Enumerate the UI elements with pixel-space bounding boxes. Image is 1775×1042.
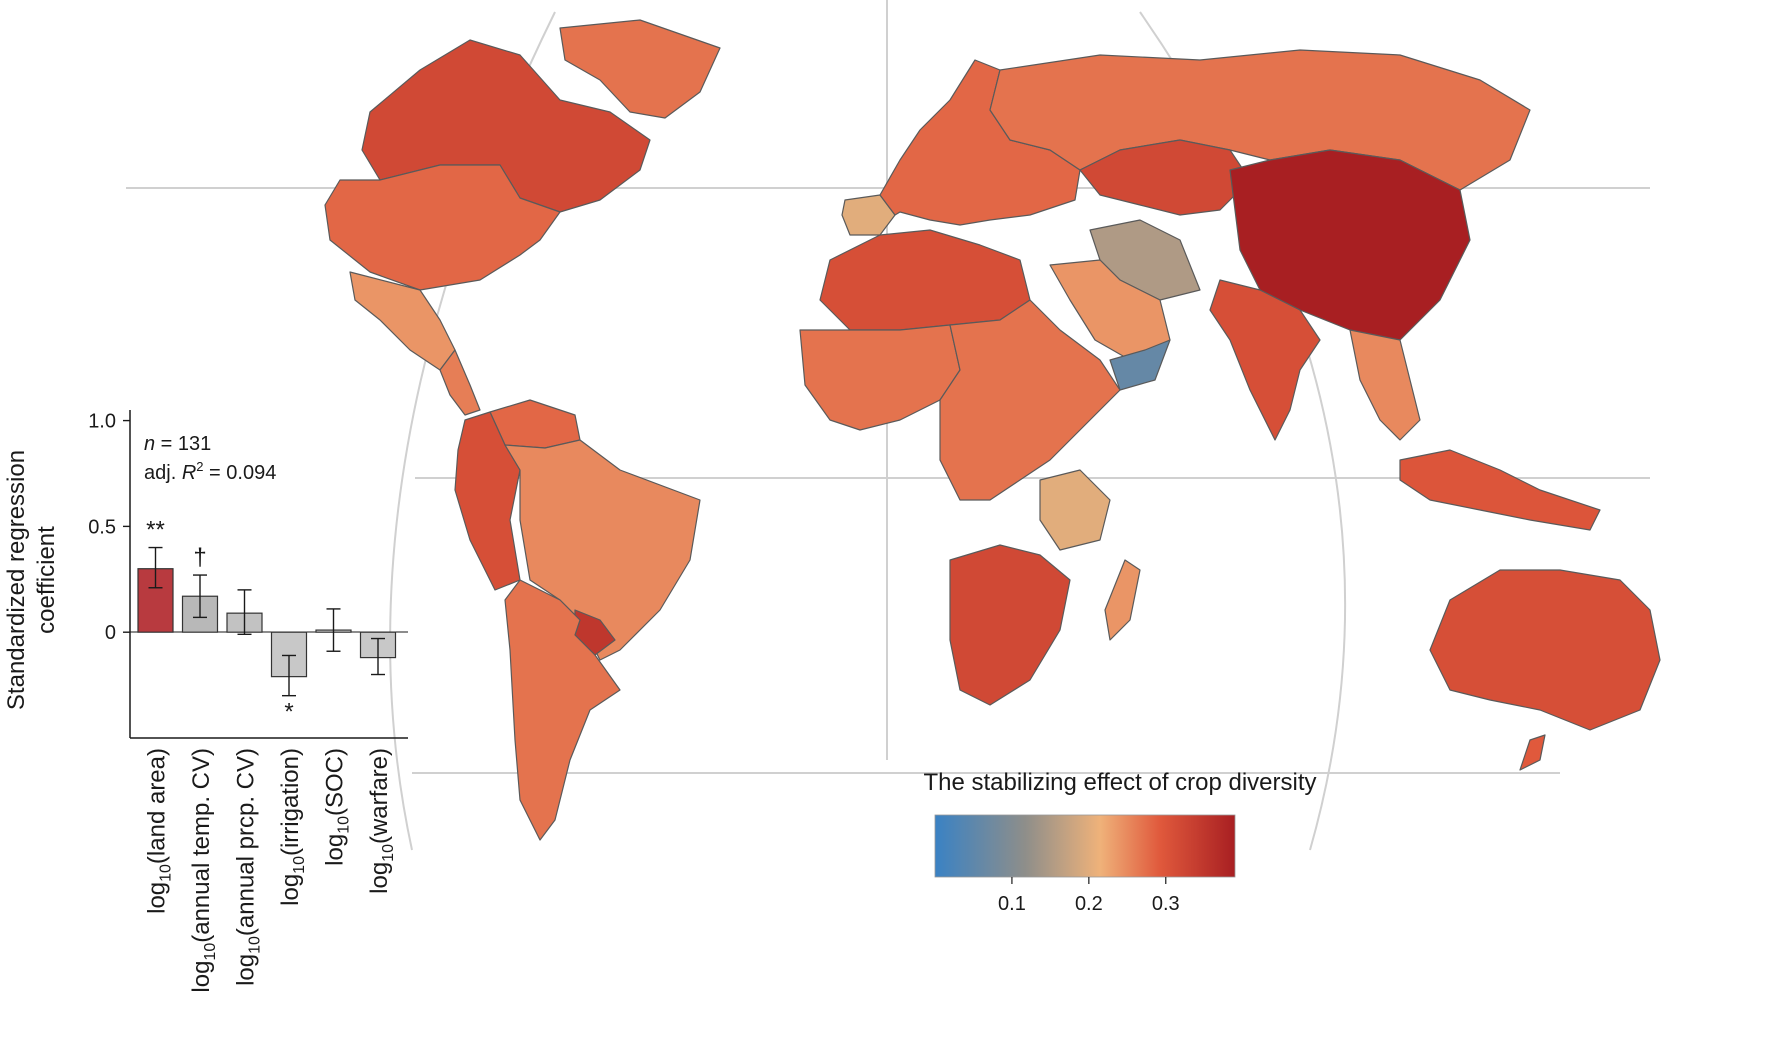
x-tick-label: log10(land area) — [144, 748, 175, 914]
colorbar-tick-label: 0.2 — [1075, 893, 1103, 915]
stats-r2: adj. R2 = 0.094 — [144, 459, 276, 484]
region-southern-africa — [949, 544, 1071, 706]
region-madagascar — [1104, 559, 1141, 641]
significance-marker: ** — [146, 517, 165, 544]
region-new-zealand — [1519, 734, 1546, 771]
x-tick-label: log10(irrigation) — [277, 748, 308, 906]
significance-marker: * — [284, 699, 293, 726]
region-north-africa — [819, 229, 1031, 331]
y-axis-label-line2: coefficient — [33, 526, 60, 634]
region-brazil — [504, 439, 701, 661]
x-tick-labels: log10(land area) log10(annual temp. CV) lo… — [144, 748, 398, 993]
region-argentina-chile — [504, 579, 621, 841]
region-china — [1229, 149, 1471, 341]
region-tanzania — [1039, 469, 1111, 551]
y-ticks: 1.0 0.5 0 — [88, 411, 130, 644]
colorbar: The stabilizing effect of crop diversity… — [923, 769, 1316, 915]
regression-bar-chart: Standardized regression coefficient 1.0 0… — [3, 410, 408, 993]
stats-n: n = 131 — [144, 433, 211, 455]
x-tick-label: log10(SOC) — [322, 748, 353, 866]
region-indonesia — [1399, 449, 1601, 531]
region-usa — [324, 164, 561, 291]
y-axis-label-line1: Standardized regression — [3, 450, 30, 710]
region-southeast-asia — [1349, 329, 1421, 441]
y-tick-label: 1.0 — [88, 411, 116, 433]
colorbar-ticks: 0.1 0.2 0.3 — [998, 877, 1180, 915]
bars: ** † * — [137, 517, 397, 726]
region-west-africa — [799, 324, 961, 431]
x-tick-label: log10(annual prcp. CV) — [233, 748, 264, 986]
region-australia — [1429, 569, 1661, 731]
region-yemen — [1109, 339, 1171, 391]
y-tick-label: 0.5 — [88, 516, 116, 538]
world-map — [126, 0, 1661, 851]
region-central-america — [439, 349, 481, 416]
colorbar-title: The stabilizing effect of crop diversity — [923, 769, 1316, 796]
significance-marker: † — [193, 544, 206, 571]
region-greenland — [559, 19, 721, 119]
y-tick-label: 0 — [105, 622, 116, 644]
colorbar-gradient — [934, 814, 1236, 878]
colorbar-tick-label: 0.3 — [1152, 893, 1180, 915]
region-central-africa — [939, 299, 1121, 501]
region-india — [1209, 279, 1321, 441]
colorbar-tick-label: 0.1 — [998, 893, 1026, 915]
x-tick-label: log10(warfare) — [366, 748, 397, 894]
x-tick-label: log10(annual temp. CV) — [188, 748, 219, 993]
